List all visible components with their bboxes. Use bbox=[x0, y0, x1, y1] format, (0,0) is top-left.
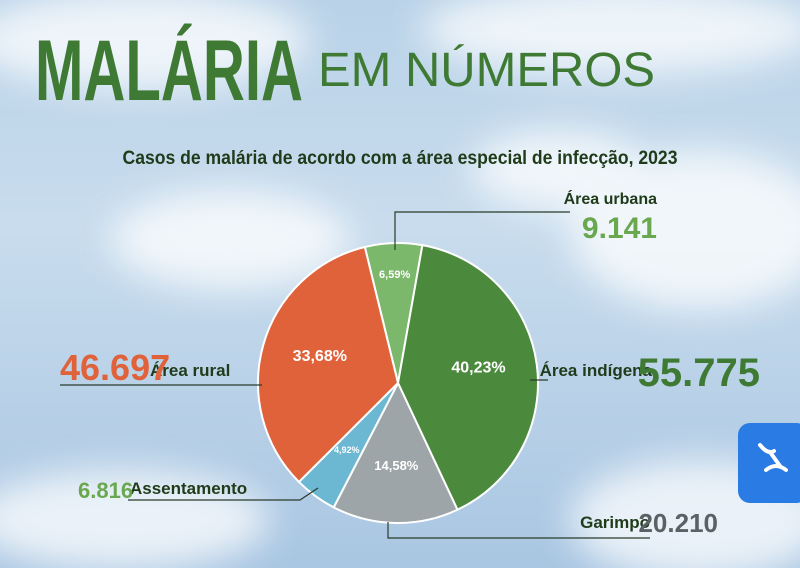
category-label: Garimpo bbox=[580, 513, 650, 532]
percent-label: 14,58% bbox=[374, 458, 419, 473]
button-bg[interactable] bbox=[738, 423, 800, 503]
value-label: 9.141 bbox=[582, 212, 657, 245]
subtitle: Casos de malária de acordo com a área es… bbox=[123, 148, 678, 169]
value-label: 6.816 bbox=[78, 478, 133, 503]
value-label: 46.697 bbox=[60, 347, 170, 388]
pie-slice bbox=[332, 380, 459, 524]
leader-line bbox=[394, 211, 570, 250]
category-label: Área urbana bbox=[564, 189, 657, 208]
category-label: Assentamento bbox=[130, 479, 247, 498]
leader-line bbox=[128, 487, 319, 501]
category-label: Área rural bbox=[150, 361, 230, 380]
value-label: 20.210 bbox=[638, 508, 718, 538]
pie-slice bbox=[257, 245, 400, 484]
title-suffix: EM NÚMEROS bbox=[318, 43, 655, 97]
title: MALÁRIA bbox=[35, 23, 303, 119]
percent-label: 4,92% bbox=[334, 445, 360, 455]
pie-slice bbox=[396, 243, 539, 512]
category-label: Área indígena bbox=[540, 361, 653, 380]
accessibility-button[interactable] bbox=[738, 423, 800, 503]
percent-label: 40,23% bbox=[451, 359, 505, 376]
value-label: 55.775 bbox=[638, 351, 760, 395]
percent-label: 6,59% bbox=[379, 269, 410, 281]
percent-label: 33,68% bbox=[293, 348, 347, 365]
hand-icon bbox=[758, 443, 788, 472]
leader-line bbox=[387, 522, 650, 539]
